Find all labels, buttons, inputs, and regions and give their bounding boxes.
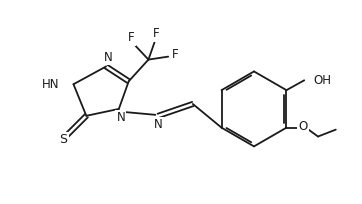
Text: N: N (104, 51, 112, 64)
Text: OH: OH (313, 74, 331, 87)
Text: N: N (154, 118, 163, 131)
Text: F: F (153, 28, 160, 40)
Text: F: F (172, 48, 178, 61)
Text: O: O (299, 120, 308, 133)
Text: S: S (60, 133, 68, 146)
Text: F: F (129, 31, 135, 44)
Text: HN: HN (42, 78, 60, 91)
Text: N: N (117, 111, 125, 124)
